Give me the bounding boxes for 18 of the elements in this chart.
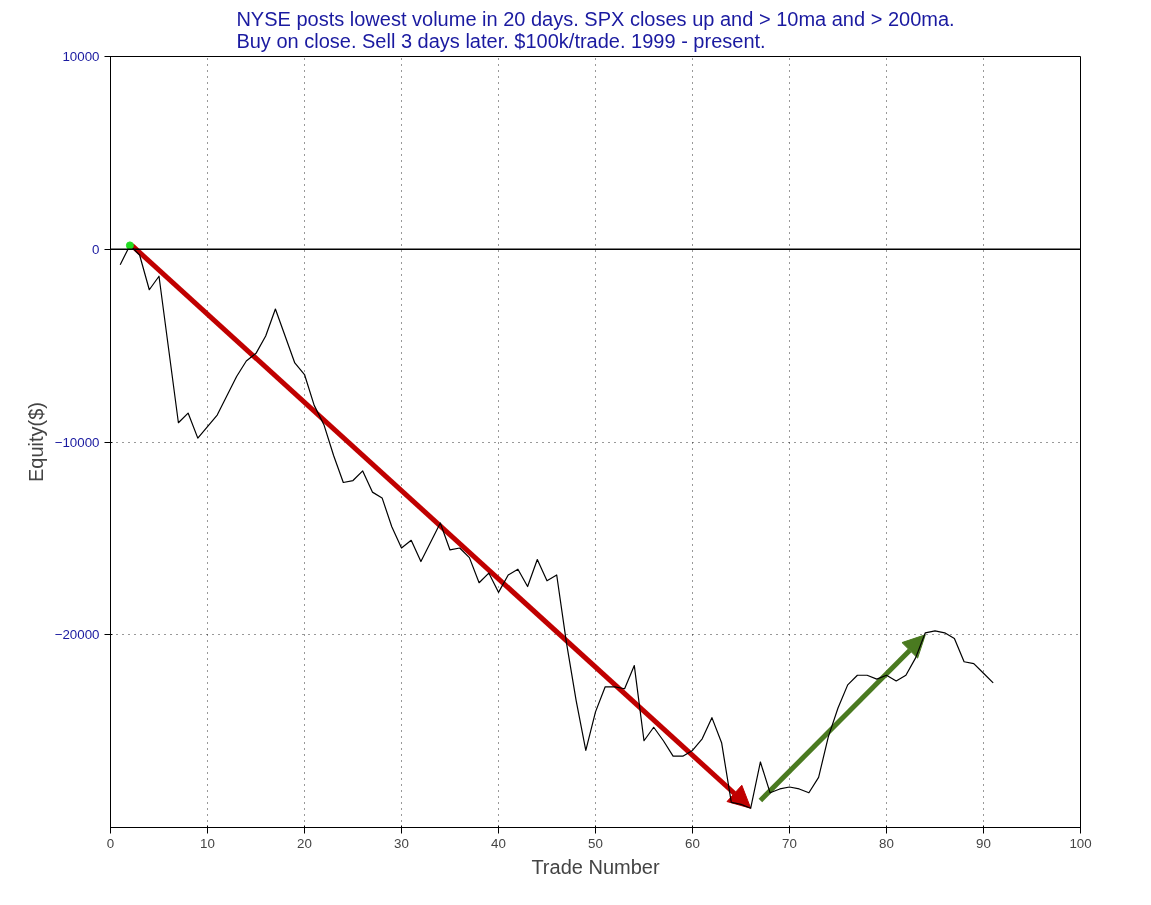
x-tick-label: 40 <box>491 835 506 851</box>
x-tick-label: 70 <box>782 835 797 851</box>
x-tick-label: 50 <box>588 835 603 851</box>
x-tick-label: 30 <box>394 835 409 851</box>
y-tick-label: −10000 <box>54 434 100 450</box>
x-tick-label: 20 <box>297 835 312 851</box>
y-tick-label: 0 <box>92 241 100 257</box>
x-axis-title: Trade Number <box>531 855 660 878</box>
x-tick-label: 10 <box>200 835 215 851</box>
chart-title: NYSE posts lowest volume in 20 days. SPX closes up and > 10ma and > 200ma. Buy on close. Sell 3 days later. $100k/trade. 1999 - present. <box>236 7 955 52</box>
x-tick-label: 60 <box>685 835 700 851</box>
y-axis-title: Equity($) <box>24 401 47 483</box>
y-tick-label: 10000 <box>62 49 100 64</box>
x-tick-label: 0 <box>106 835 115 851</box>
x-tick-label: 100 <box>1069 835 1092 851</box>
x-tick-label: 80 <box>879 835 894 851</box>
x-tick-label: 90 <box>976 835 991 851</box>
y-tick-label: −20000 <box>54 627 100 643</box>
